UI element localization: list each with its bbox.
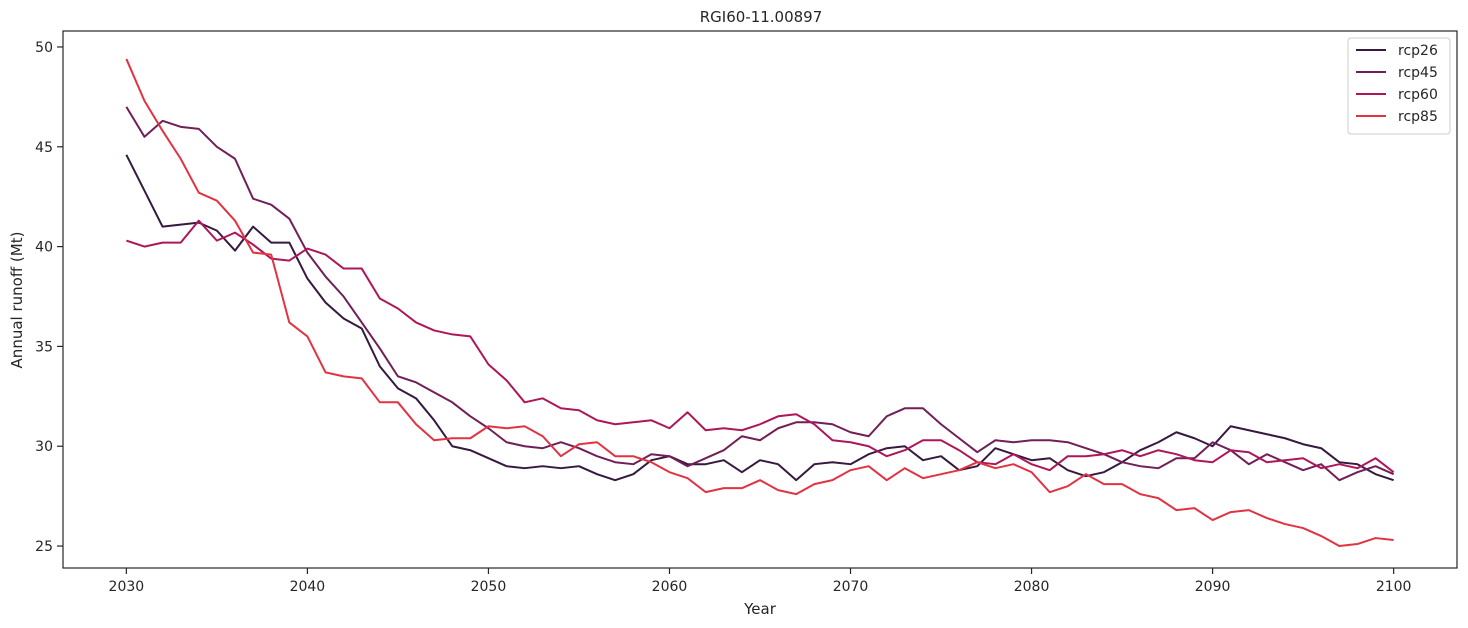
x-tick-label: 2060	[652, 579, 688, 595]
y-tick-label: 50	[35, 40, 53, 56]
legend-label-rcp26: rcp26	[1398, 43, 1438, 59]
legend: rcp26 rcp45 rcp60 rcp85	[1347, 37, 1451, 135]
plot-area	[125, 58, 1395, 548]
y-tick-label: 40	[35, 240, 53, 256]
legend-label-rcp45: rcp45	[1398, 65, 1438, 81]
x-tick-label: 2080	[1014, 579, 1050, 595]
series-line-rcp45	[125, 106, 1395, 482]
y-axis: 25 30 35 40 45 50	[35, 40, 63, 555]
y-tick-label: 35	[35, 339, 53, 355]
series-line-rcp60	[126, 219, 1395, 473]
x-tick-label: 2070	[833, 579, 869, 595]
series-line-rcp85	[125, 58, 1394, 548]
x-tick-label: 2030	[109, 579, 145, 595]
y-axis-label: Annual runoff (Mt)	[8, 232, 26, 369]
x-tick-label: 2040	[290, 579, 326, 595]
x-tick-label: 2100	[1376, 579, 1412, 595]
x-axis: 2030 2040 2050 2060 2070 2080 2090 2100	[109, 568, 1412, 595]
legend-frame	[1347, 37, 1451, 135]
y-tick-label: 25	[35, 539, 53, 555]
x-tick-label: 2050	[471, 579, 507, 595]
y-tick-label: 45	[35, 140, 53, 156]
y-tick-label: 30	[35, 439, 53, 455]
series-line-rcp26	[125, 154, 1394, 482]
legend-label-rcp60: rcp60	[1398, 87, 1438, 103]
plot-frame	[62, 30, 1458, 569]
chart-title: RGI60-11.00897	[700, 8, 823, 26]
x-tick-label: 2090	[1195, 579, 1231, 595]
x-axis-label: Year	[743, 600, 777, 618]
legend-label-rcp85: rcp85	[1398, 109, 1438, 125]
